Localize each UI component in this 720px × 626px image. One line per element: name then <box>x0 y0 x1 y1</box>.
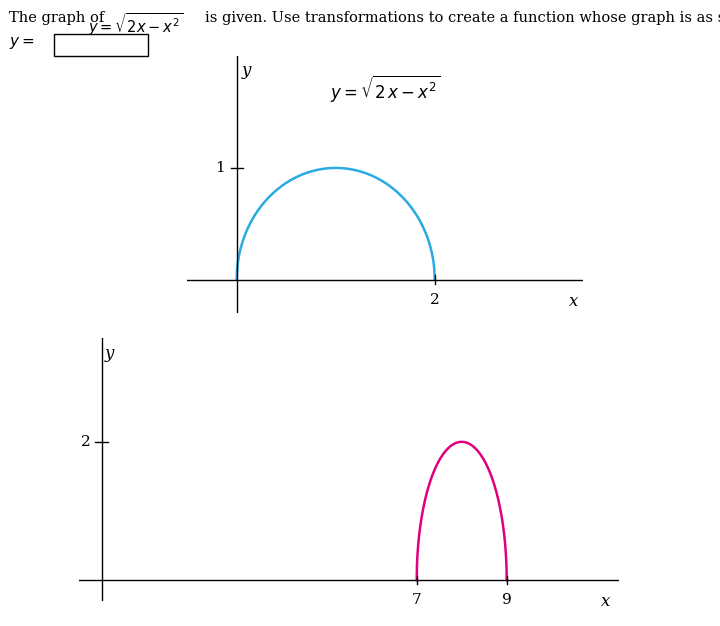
Text: 1: 1 <box>215 161 225 175</box>
Text: x: x <box>569 293 578 310</box>
Text: y: y <box>105 345 114 362</box>
Text: 2: 2 <box>430 293 440 307</box>
Text: $y = \sqrt{2\,x - x^2}$: $y = \sqrt{2\,x - x^2}$ <box>330 73 441 104</box>
Text: y: y <box>242 62 251 79</box>
Text: The graph of: The graph of <box>9 11 104 25</box>
Text: 9: 9 <box>502 593 512 607</box>
Text: 2: 2 <box>81 435 91 449</box>
Text: $y =$: $y =$ <box>9 35 35 51</box>
Text: x: x <box>600 593 611 610</box>
Text: is given. Use transformations to create a function whose graph is as shown.: is given. Use transformations to create … <box>205 11 720 25</box>
Text: 7: 7 <box>412 593 421 607</box>
Text: $y = \sqrt{2x - x^2}$: $y = \sqrt{2x - x^2}$ <box>88 11 183 38</box>
